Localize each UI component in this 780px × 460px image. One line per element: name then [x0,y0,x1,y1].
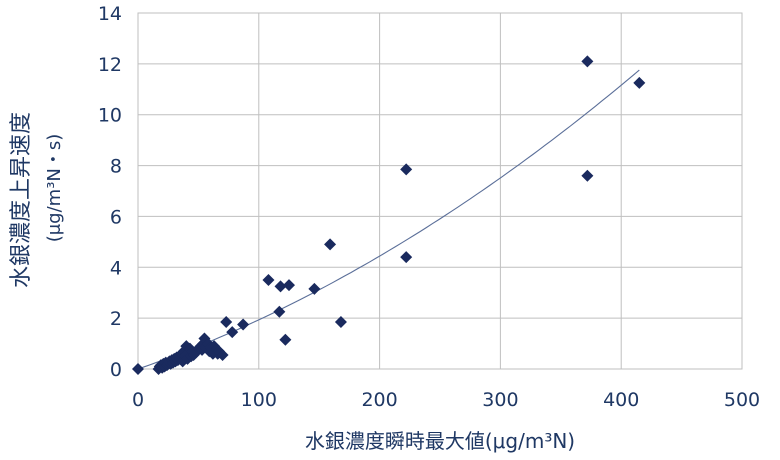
x-tick-label: 0 [132,389,144,411]
x-tick-label: 100 [241,389,277,411]
y-axis-unit: (μg/m³N・s) [44,134,65,243]
y-tick-label: 14 [98,3,122,25]
y-axis-title-unit: (μg/m³N・s) [44,134,65,243]
x-tick-label: 400 [603,389,639,411]
x-tick-label: 300 [482,389,518,411]
data-point [262,274,275,286]
y-tick-label: 8 [110,156,122,178]
trend-line [137,69,640,370]
data-point [308,282,321,295]
data-point [400,251,413,264]
y-tick-label: 2 [110,308,122,330]
y-tick-labels: 0 2 4 6 8 10 12 14 [98,3,122,381]
data-point [279,333,292,346]
x-tick-label: 200 [361,389,397,411]
y-tick-label: 0 [110,359,122,381]
y-tick-label: 6 [110,206,122,228]
data-point [633,76,646,89]
x-tick-labels: 0 100 200 300 400 500 [132,389,760,411]
data-point [334,315,347,328]
data-points [132,55,646,375]
y-tick-label: 10 [98,105,122,127]
data-point [132,363,144,375]
x-tick-label: 500 [724,389,760,411]
x-axis-title: 水銀濃度瞬時最大値(μg/m³N) [305,429,575,453]
data-point [216,349,229,362]
y-tick-label: 12 [98,54,122,76]
data-point [220,315,233,328]
data-point [273,305,286,318]
y-tick-label: 4 [110,257,122,279]
data-point [581,169,594,182]
data-point [237,318,250,331]
data-point [400,163,413,176]
data-point [283,279,295,292]
y-axis-title-main: 水銀濃度上昇速度 [9,112,34,288]
data-point [324,238,337,251]
data-point [274,280,287,293]
y-axis-title: 水銀濃度上昇速度 [9,112,34,288]
data-point [226,326,239,339]
plot-frame [137,12,743,370]
data-point [581,55,594,68]
grid-lines [138,13,742,369]
